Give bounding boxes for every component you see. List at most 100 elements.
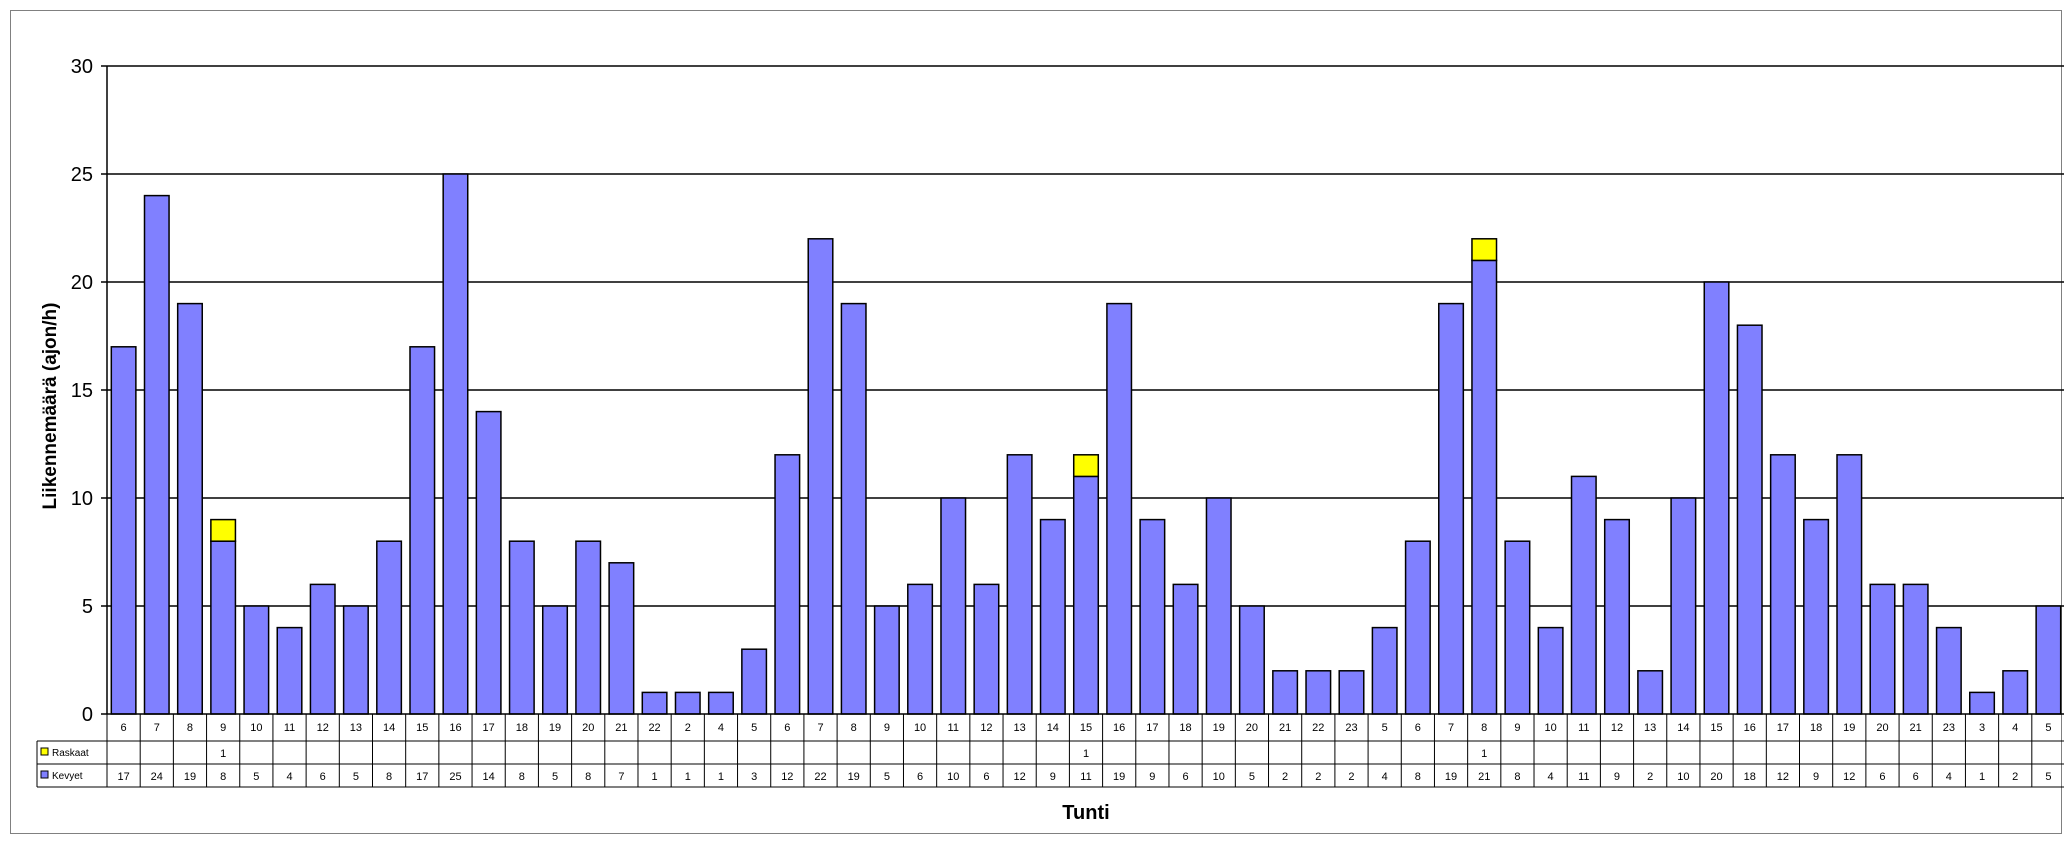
- y-tick-label: 5: [82, 596, 93, 618]
- category-label: 9: [1514, 722, 1520, 734]
- data-label-kevyet: 4: [286, 771, 292, 783]
- bar-kevyet: [1836, 454, 1863, 715]
- bar-kevyet: [508, 540, 535, 715]
- data-label-kevyet: 22: [814, 771, 826, 783]
- bar-kevyet: [342, 605, 369, 715]
- data-label-kevyet: 19: [1113, 771, 1125, 783]
- category-label: 5: [751, 722, 757, 734]
- data-label-kevyet: 5: [1249, 771, 1255, 783]
- y-tick-label: 15: [71, 380, 93, 402]
- data-label-kevyet: 2: [1282, 771, 1288, 783]
- data-label-kevyet: 12: [1777, 771, 1789, 783]
- data-label-raskaat: 1: [220, 748, 226, 760]
- data-label-kevyet: 8: [1415, 771, 1421, 783]
- category-label: 8: [851, 722, 857, 734]
- bar-kevyet: [541, 605, 569, 715]
- bar-kevyet: [1803, 518, 1830, 715]
- data-label-kevyet: 10: [1677, 771, 1689, 783]
- category-label: 8: [187, 722, 193, 734]
- data-label-kevyet: 24: [151, 771, 163, 783]
- bar-kevyet: [973, 583, 1000, 715]
- category-label: 15: [1080, 722, 1092, 734]
- category-label: 6: [784, 722, 790, 734]
- category-label: 12: [317, 722, 329, 734]
- bar-kevyet: [575, 540, 602, 715]
- data-label-kevyet: 6: [983, 771, 989, 783]
- category-label: 11: [284, 722, 295, 734]
- category-label: 16: [449, 722, 461, 734]
- category-label: 11: [948, 722, 959, 734]
- bar-kevyet: [176, 302, 203, 715]
- category-label: 3: [1979, 722, 1985, 734]
- x-axis-title: Tunti: [1062, 802, 1109, 824]
- bar-kevyet: [276, 626, 303, 715]
- bar-kevyet: [774, 454, 801, 715]
- bar-kevyet: [1902, 583, 1929, 715]
- data-label-kevyet: 14: [483, 771, 495, 783]
- data-label-kevyet: 11: [1578, 771, 1589, 783]
- data-label-kevyet: 12: [1843, 771, 1855, 783]
- bar-kevyet: [807, 238, 834, 715]
- data-label-kevyet: 11: [1080, 771, 1091, 783]
- category-label: 18: [1179, 722, 1191, 734]
- category-label: 6: [1415, 722, 1421, 734]
- category-label: 18: [1810, 722, 1822, 734]
- category-label: 17: [483, 722, 495, 734]
- bar-kevyet: [2002, 670, 2029, 715]
- y-tick-label: 20: [71, 272, 93, 294]
- data-label-kevyet: 17: [117, 771, 129, 783]
- bar-kevyet: [1703, 281, 1730, 715]
- data-label-kevyet: 5: [552, 771, 558, 783]
- bar-kevyet: [442, 173, 469, 715]
- data-label-kevyet: 10: [1213, 771, 1225, 783]
- data-label-kevyet: 1: [718, 771, 724, 783]
- bar-kevyet: [907, 583, 934, 715]
- bar-kevyet: [1637, 670, 1664, 715]
- bar-kevyet: [143, 194, 170, 715]
- category-label: 22: [1312, 722, 1324, 734]
- category-label: 20: [1876, 722, 1888, 734]
- bar-kevyet: [1172, 583, 1199, 715]
- category-label: 20: [582, 722, 594, 734]
- data-label-kevyet: 8: [386, 771, 392, 783]
- bar-kevyet: [309, 583, 336, 715]
- bar-kevyet: [873, 605, 900, 715]
- data-label-kevyet: 8: [220, 771, 226, 783]
- bar-kevyet: [1769, 454, 1796, 715]
- bar-kevyet: [1570, 475, 1597, 715]
- bar-kevyet: [2035, 605, 2062, 715]
- bar-kevyet: [641, 691, 668, 715]
- category-label: 11: [1578, 722, 1589, 734]
- bar-kevyet: [741, 648, 768, 715]
- category-label: 9: [220, 722, 226, 734]
- category-label: 14: [383, 722, 395, 734]
- bar-kevyet: [1039, 518, 1066, 715]
- data-label-kevyet: 9: [1050, 771, 1056, 783]
- data-label-kevyet: 12: [781, 771, 793, 783]
- bar-kevyet: [674, 691, 701, 715]
- bar-kevyet: [1670, 497, 1697, 715]
- bar-kevyet: [243, 605, 270, 715]
- category-label: 18: [516, 722, 528, 734]
- category-label: 7: [817, 722, 823, 734]
- bar-kevyet: [1504, 540, 1531, 715]
- bar-kevyet: [1736, 324, 1763, 715]
- data-label-kevyet: 6: [1879, 771, 1885, 783]
- category-label: 17: [1146, 722, 1158, 734]
- category-label: 19: [549, 722, 561, 734]
- data-label-kevyet: 2: [1647, 771, 1653, 783]
- category-label: 6: [121, 722, 127, 734]
- data-label-kevyet: 9: [1614, 771, 1620, 783]
- data-label-kevyet: 5: [2045, 771, 2051, 783]
- data-label-kevyet: 19: [848, 771, 860, 783]
- data-label-kevyet: 4: [1946, 771, 1952, 783]
- bar-kevyet: [210, 540, 237, 715]
- bar-raskaat: [210, 518, 237, 542]
- category-label: 14: [1677, 722, 1689, 734]
- category-label: 21: [1279, 722, 1291, 734]
- bar-kevyet: [1371, 626, 1398, 715]
- category-label: 13: [1644, 722, 1656, 734]
- data-label-kevyet: 9: [1149, 771, 1155, 783]
- bar-kevyet: [840, 302, 867, 715]
